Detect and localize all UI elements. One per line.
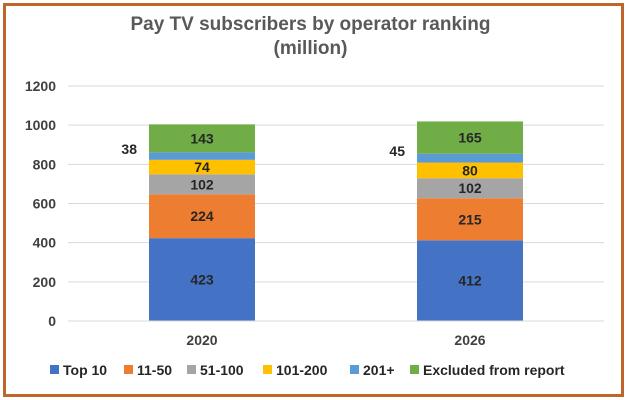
- bar-segment: [149, 152, 255, 160]
- bar-segment: [149, 159, 255, 175]
- data-label: 102: [190, 176, 214, 192]
- bar-segment: [417, 178, 523, 199]
- legend-swatch: [263, 365, 272, 374]
- x-tick-label: 2020: [186, 332, 217, 348]
- y-tick-label: 1000: [25, 117, 56, 133]
- data-label: 80: [462, 162, 478, 178]
- chart-title-line2: (million): [273, 38, 348, 59]
- bar-segment: [417, 198, 523, 241]
- y-axis: 0 200 400 600 800 1000 1200: [25, 78, 56, 329]
- legend: Top 10 11-50 51-100 101-200 201+ Excluded fro…: [50, 362, 565, 378]
- legend-label: Excluded from report: [423, 362, 565, 378]
- chart-title-line1: Pay TV subscribers by operator ranking: [130, 14, 491, 35]
- data-label: 38: [121, 141, 137, 157]
- data-label: 102: [458, 180, 482, 196]
- data-label: 45: [389, 143, 405, 159]
- chart-title: Pay TV subscribers by operator ranking (…: [0, 13, 621, 61]
- y-tick-label: 1200: [25, 78, 56, 94]
- legend-label: 101-200: [276, 362, 328, 378]
- legend-swatch: [350, 365, 359, 374]
- data-label: 143: [190, 130, 214, 146]
- legend-swatch: [410, 365, 419, 374]
- bar-segment: [417, 153, 523, 163]
- bar-segment: [417, 162, 523, 179]
- y-tick-label: 600: [33, 196, 57, 212]
- bar-segment: [149, 124, 255, 153]
- bar-segment: [149, 194, 255, 239]
- data-label: 412: [458, 273, 482, 289]
- legend-label: 51-100: [200, 362, 244, 378]
- legend-label: Top 10: [63, 362, 107, 378]
- y-tick-label: 0: [48, 313, 56, 329]
- bar-segment: [417, 121, 523, 154]
- legend-label: 11-50: [137, 362, 172, 378]
- legend-label: 201+: [363, 362, 395, 378]
- data-label: 165: [458, 130, 482, 146]
- legend-swatch: [124, 365, 133, 374]
- data-label: 215: [458, 211, 482, 227]
- bar-segment: [149, 174, 255, 195]
- y-tick-label: 800: [33, 156, 57, 172]
- data-label: 224: [190, 208, 214, 224]
- x-tick-label: 2026: [454, 332, 485, 348]
- y-tick-label: 200: [33, 274, 57, 290]
- legend-swatch: [187, 365, 196, 374]
- bar-segment: [417, 240, 523, 321]
- x-axis: 2020 2026: [68, 320, 604, 348]
- bar-segment: [149, 238, 255, 321]
- data-label: 74: [194, 159, 210, 175]
- legend-swatch: [50, 365, 59, 374]
- data-label: 423: [190, 272, 214, 288]
- y-tick-label: 400: [33, 235, 57, 251]
- gridlines: [68, 85, 604, 322]
